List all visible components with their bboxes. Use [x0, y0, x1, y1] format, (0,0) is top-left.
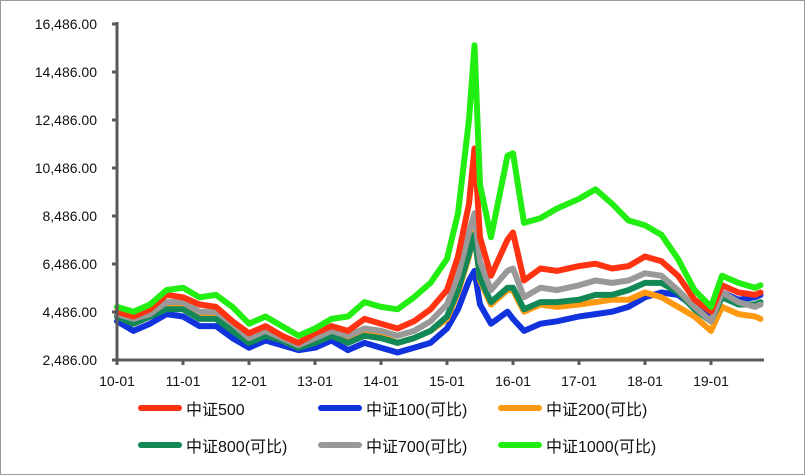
y-tick-label: 4,486.00 — [43, 304, 98, 320]
x-tick-label: 19-01 — [693, 373, 729, 389]
series-line — [114, 267, 764, 356]
legend-item-csi800: 中证800(可比) — [138, 433, 287, 457]
series-layer — [114, 42, 764, 356]
y-tick-label: 8,486.00 — [43, 208, 98, 224]
legend-label: 中证1000(可比) — [546, 439, 657, 456]
x-tick-label: 17-01 — [561, 373, 597, 389]
legend-swatch-icon — [138, 442, 182, 448]
legend-item-csi200: 中证200(可比) — [498, 396, 647, 420]
legend-item-csi500: 中证500 — [138, 396, 245, 420]
legend-label: 中证800(可比) — [186, 439, 288, 456]
legend-item-csi100: 中证100(可比) — [318, 396, 467, 420]
legend-item-csi700: 中证700(可比) — [318, 433, 467, 457]
legend-label: 中证100(可比) — [366, 402, 468, 419]
series-line — [114, 231, 764, 351]
y-tick-label: 16,486.00 — [35, 16, 97, 32]
legend-swatch-icon — [498, 405, 542, 411]
legend-label: 中证200(可比) — [546, 402, 648, 419]
series-line — [114, 145, 764, 346]
legend-swatch-icon — [318, 442, 362, 448]
y-tick-label: 12,486.00 — [35, 112, 97, 128]
y-tick-label: 14,486.00 — [35, 64, 97, 80]
x-tick-label: 15-01 — [429, 373, 465, 389]
y-tick-label: 2,486.00 — [43, 352, 98, 368]
x-tick-label: 11-01 — [166, 373, 201, 389]
x-tick-label: 10-01 — [99, 373, 135, 389]
legend-swatch-icon — [498, 442, 542, 448]
x-tick-label: 12-01 — [231, 373, 267, 389]
axes — [115, 22, 764, 362]
y-tick-label: 10,486.00 — [35, 160, 97, 176]
x-tick-label: 13-01 — [297, 373, 333, 389]
legend-label: 中证700(可比) — [366, 439, 468, 456]
y-tick-label: 6,486.00 — [43, 256, 98, 272]
legend-swatch-icon — [318, 405, 362, 411]
legend-swatch-icon — [138, 405, 182, 411]
x-tick-label: 18-01 — [627, 373, 663, 389]
series-line — [114, 42, 764, 339]
legend-item-csi1000: 中证1000(可比) — [498, 433, 656, 457]
x-tick-label: 16-01 — [495, 373, 531, 389]
y-axis-ticks: 2,486.00 4,486.00 6,486.00 8,486.00 10,486.0… — [35, 16, 117, 368]
x-axis-ticks: 10-01 11-01 12-01 13-01 14-01 15-01 16-01 17-01… — [99, 360, 729, 389]
legend-label: 中证500 — [186, 402, 245, 419]
x-tick-label: 14-01 — [363, 373, 399, 389]
